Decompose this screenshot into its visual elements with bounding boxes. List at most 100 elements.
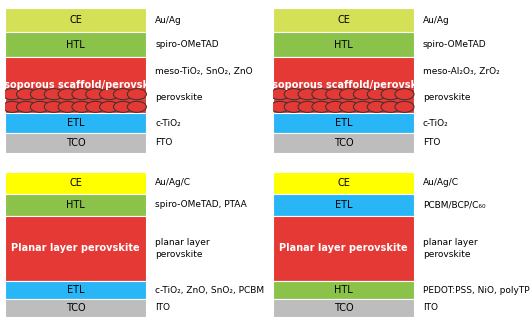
Bar <box>273 194 414 215</box>
Circle shape <box>326 101 345 112</box>
Text: CE: CE <box>69 178 82 187</box>
Circle shape <box>270 101 289 112</box>
Text: TCO: TCO <box>66 303 86 313</box>
Circle shape <box>312 101 331 112</box>
Circle shape <box>298 89 317 100</box>
Bar <box>273 171 414 194</box>
Text: TCO: TCO <box>333 138 354 148</box>
Circle shape <box>113 101 132 112</box>
Circle shape <box>30 89 49 100</box>
Bar <box>5 194 146 215</box>
Circle shape <box>86 89 105 100</box>
Text: c-TiO₂: c-TiO₂ <box>155 119 181 128</box>
Circle shape <box>113 89 132 100</box>
Bar <box>273 8 414 32</box>
Bar <box>5 281 146 299</box>
Text: Mesoporous scaffold/perovskite: Mesoporous scaffold/perovskite <box>0 80 164 90</box>
Circle shape <box>58 101 77 112</box>
Text: HTL: HTL <box>66 200 85 210</box>
Circle shape <box>44 101 63 112</box>
Circle shape <box>270 89 289 100</box>
Text: Mesoporous scaffold/perovskite: Mesoporous scaffold/perovskite <box>255 80 431 90</box>
Bar <box>5 171 146 194</box>
Circle shape <box>326 89 345 100</box>
Text: TCO: TCO <box>66 138 86 148</box>
Circle shape <box>354 89 373 100</box>
Text: TCO: TCO <box>333 303 354 313</box>
Text: FTO: FTO <box>155 139 172 147</box>
Circle shape <box>58 89 77 100</box>
Text: c-TiO₂, ZnO, SnO₂, PCBM: c-TiO₂, ZnO, SnO₂, PCBM <box>155 286 264 295</box>
Bar <box>5 133 146 153</box>
Bar <box>273 215 414 281</box>
Text: PEDOT:PSS, NiO, polyTPD: PEDOT:PSS, NiO, polyTPD <box>423 286 530 295</box>
Circle shape <box>86 101 105 112</box>
Bar <box>273 133 414 153</box>
Text: c-TiO₂: c-TiO₂ <box>423 119 448 128</box>
Circle shape <box>340 89 359 100</box>
Text: FTO: FTO <box>423 139 440 147</box>
Bar <box>5 113 146 133</box>
Circle shape <box>72 101 91 112</box>
Circle shape <box>127 89 146 100</box>
Bar <box>5 32 146 57</box>
Circle shape <box>312 89 331 100</box>
Circle shape <box>298 101 317 112</box>
Bar <box>273 32 414 57</box>
Text: HTL: HTL <box>334 40 353 50</box>
Text: Planar layer perovskite: Planar layer perovskite <box>12 244 140 254</box>
Text: CE: CE <box>337 178 350 187</box>
Text: meso-Al₂O₃, ZrO₂: meso-Al₂O₃, ZrO₂ <box>423 67 499 76</box>
Circle shape <box>367 89 386 100</box>
Text: spiro-OMeTAD: spiro-OMeTAD <box>423 40 487 49</box>
Text: ETL: ETL <box>67 285 85 295</box>
Bar <box>5 299 146 317</box>
Circle shape <box>30 101 49 112</box>
Text: perovskite: perovskite <box>155 93 202 102</box>
Circle shape <box>44 89 63 100</box>
Circle shape <box>340 101 359 112</box>
Text: planar layer
perovskite: planar layer perovskite <box>423 238 478 259</box>
Text: Au/Ag: Au/Ag <box>423 16 449 24</box>
Circle shape <box>284 89 303 100</box>
Text: ETL: ETL <box>334 200 352 210</box>
Bar <box>5 215 146 281</box>
Text: Planar layer perovskite: Planar layer perovskite <box>279 244 408 254</box>
Text: ETL: ETL <box>334 118 352 128</box>
Circle shape <box>16 89 36 100</box>
Text: Au/Ag: Au/Ag <box>155 16 182 24</box>
Text: HTL: HTL <box>334 285 353 295</box>
Bar <box>273 299 414 317</box>
Circle shape <box>100 89 119 100</box>
Circle shape <box>381 89 400 100</box>
Text: HTL: HTL <box>66 40 85 50</box>
Bar <box>273 57 414 113</box>
Circle shape <box>354 101 373 112</box>
Text: meso-TiO₂, SnO₂, ZnO: meso-TiO₂, SnO₂, ZnO <box>155 67 253 76</box>
Circle shape <box>395 89 414 100</box>
Bar <box>5 8 146 32</box>
Circle shape <box>127 101 146 112</box>
Text: spiro-OMeTAD, PTAA: spiro-OMeTAD, PTAA <box>155 200 247 209</box>
Bar <box>5 57 146 113</box>
Text: planar layer
perovskite: planar layer perovskite <box>155 238 210 259</box>
Text: spiro-OMeTAD: spiro-OMeTAD <box>155 40 219 49</box>
Circle shape <box>381 101 400 112</box>
Circle shape <box>3 101 22 112</box>
Text: perovskite: perovskite <box>423 93 470 102</box>
Text: Au/Ag/C: Au/Ag/C <box>155 178 191 187</box>
Bar <box>273 113 414 133</box>
Text: CE: CE <box>69 15 82 25</box>
Text: PCBM/BCP/C₆₀: PCBM/BCP/C₆₀ <box>423 200 485 209</box>
Circle shape <box>284 101 303 112</box>
Circle shape <box>72 89 91 100</box>
Text: CE: CE <box>337 15 350 25</box>
Text: Au/Ag/C: Au/Ag/C <box>423 178 459 187</box>
Circle shape <box>16 101 36 112</box>
Text: ITO: ITO <box>155 303 170 312</box>
Text: ETL: ETL <box>67 118 85 128</box>
Circle shape <box>367 101 386 112</box>
Circle shape <box>100 101 119 112</box>
Text: ITO: ITO <box>423 303 438 312</box>
Circle shape <box>395 101 414 112</box>
